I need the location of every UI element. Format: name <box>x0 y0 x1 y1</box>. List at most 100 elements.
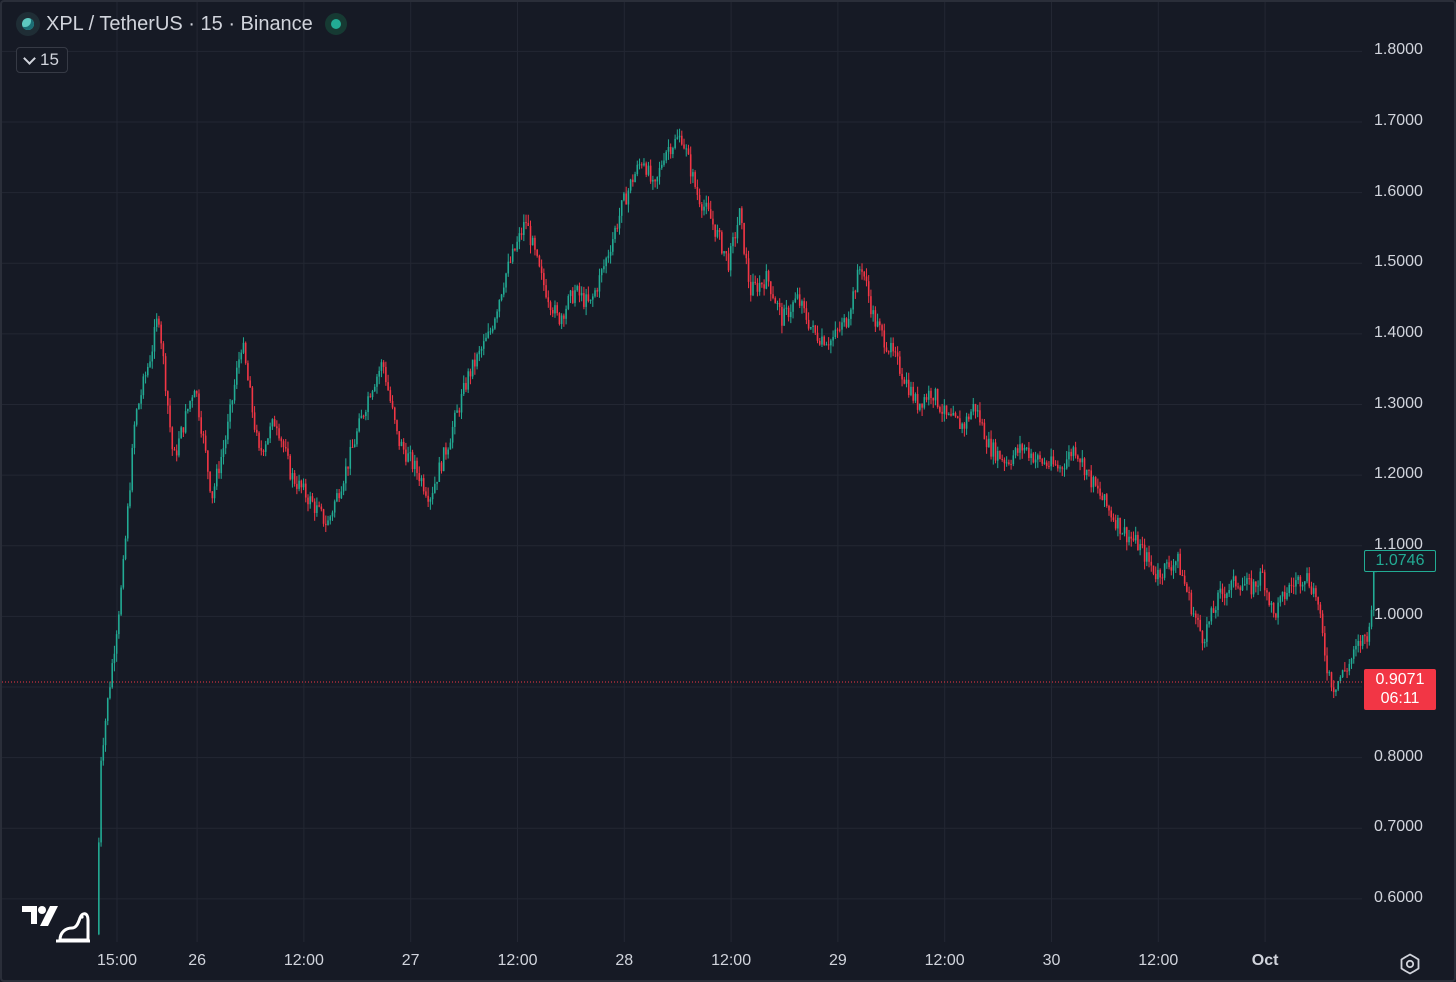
candle-down <box>616 227 619 229</box>
candle-up <box>1288 584 1291 594</box>
candle-down <box>990 438 992 457</box>
candle-down <box>899 356 901 374</box>
candle-down <box>1330 672 1333 688</box>
candle-up <box>271 419 274 427</box>
candle-down <box>718 230 721 233</box>
candle-up <box>178 438 180 456</box>
candle-up <box>1206 624 1208 642</box>
candle-up <box>1043 462 1046 464</box>
candle-down <box>803 301 805 309</box>
candle-up <box>1252 581 1255 595</box>
candle-down <box>696 186 699 195</box>
candle-up <box>1019 444 1021 453</box>
candle-down <box>247 363 249 381</box>
candle-up <box>992 442 995 457</box>
candle-down <box>534 237 536 250</box>
candle-down <box>391 401 394 408</box>
candle-down <box>968 416 970 420</box>
candle-down <box>527 223 530 226</box>
candle-up <box>554 305 556 314</box>
candle-up <box>961 423 963 429</box>
candle-down <box>680 135 683 145</box>
candle-down <box>398 431 401 446</box>
candle-up <box>972 404 975 412</box>
candle-down <box>296 483 298 489</box>
candle-up <box>589 299 592 301</box>
candle-down <box>1079 458 1081 463</box>
candle-up <box>531 237 534 246</box>
candle-up <box>151 351 154 362</box>
candle-up <box>191 397 194 401</box>
candle-up <box>1297 576 1299 581</box>
candle-down <box>950 413 952 416</box>
candle-down <box>427 495 429 502</box>
candle-up <box>264 444 267 452</box>
candle-down <box>1237 586 1239 588</box>
candle-up <box>1157 569 1159 580</box>
candle-up <box>952 413 955 416</box>
candle-up <box>752 281 754 296</box>
candle-down <box>173 449 176 451</box>
candle-up <box>1335 689 1337 693</box>
candle-down <box>827 344 830 346</box>
candle-up <box>365 412 367 417</box>
tradingview-logo-icon[interactable] <box>20 904 90 944</box>
settings-gear-icon[interactable] <box>1398 952 1422 976</box>
candle-down <box>509 261 512 263</box>
candle-down <box>307 497 309 505</box>
candle-down <box>654 179 656 182</box>
candle-up <box>1085 469 1088 476</box>
candle-down <box>999 450 1001 459</box>
candle-down <box>1170 567 1173 571</box>
candle-down <box>182 427 185 433</box>
candle-down <box>458 410 461 413</box>
candle-down <box>287 448 289 456</box>
candle-up <box>1355 645 1357 650</box>
candle-down <box>1255 581 1257 587</box>
candle-down <box>892 342 894 352</box>
candle-down <box>854 291 857 293</box>
candle-up <box>872 310 874 315</box>
candle-down <box>1359 640 1362 646</box>
candle-down <box>625 193 627 205</box>
candle-up <box>149 361 151 367</box>
symbol-title[interactable]: XPL / TetherUS · 15 · Binance <box>46 12 313 35</box>
candle-up <box>135 409 138 425</box>
candle-up <box>189 400 191 409</box>
candle-down <box>1194 613 1197 618</box>
candle-up <box>794 298 797 303</box>
candle-down <box>418 473 421 482</box>
candle-down <box>520 233 523 235</box>
candle-up <box>643 163 645 166</box>
candle-down <box>1061 467 1064 469</box>
candle-down <box>1197 617 1199 620</box>
candle-up <box>821 336 823 345</box>
candle-down <box>578 286 581 296</box>
interval-toggle-button[interactable]: 15 <box>16 47 68 73</box>
candle-down <box>273 419 276 427</box>
candle-down <box>689 154 692 177</box>
candle-up <box>220 456 223 474</box>
candle-up <box>333 501 336 513</box>
candle-up <box>1214 610 1217 613</box>
candle-down <box>921 403 923 408</box>
candle-up <box>765 271 768 289</box>
y-tick-label: 1.1000 <box>1374 535 1423 553</box>
candle-up <box>336 493 338 502</box>
candle-down <box>863 271 866 277</box>
candle-down <box>939 407 941 412</box>
candle-up <box>155 318 158 327</box>
candle-down <box>787 307 790 318</box>
candle-down <box>772 294 774 299</box>
candle-up <box>783 308 785 326</box>
candle-down <box>754 281 757 284</box>
candle-up <box>576 286 579 291</box>
candle-up <box>1117 517 1119 529</box>
candle-down <box>1110 510 1113 518</box>
candle-up <box>665 151 668 161</box>
candle-up <box>485 337 487 342</box>
candle-down <box>687 148 690 155</box>
candle-up <box>240 352 243 360</box>
